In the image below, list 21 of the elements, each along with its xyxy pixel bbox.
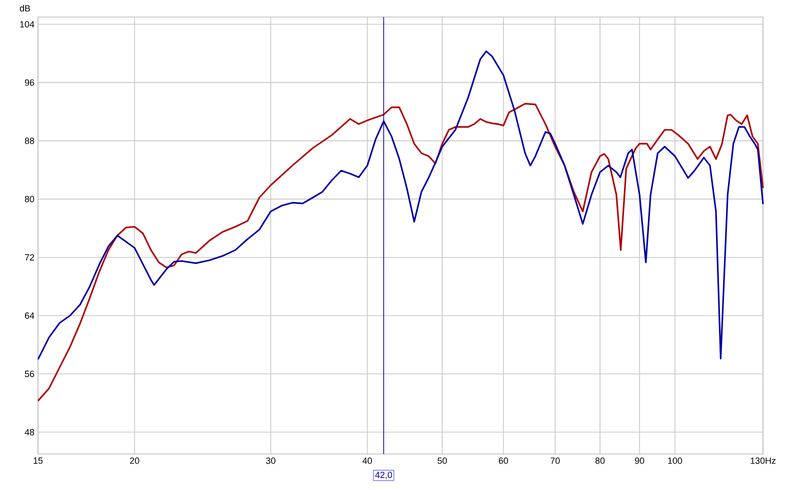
y-tick-label: 48 bbox=[24, 428, 34, 436]
x-tick-label: 30 bbox=[266, 458, 276, 464]
x-tick-label: 60 bbox=[498, 458, 508, 464]
x-tick-label: 15 bbox=[34, 458, 43, 464]
x-tick-label: 90 bbox=[634, 458, 644, 464]
y-tick-label: 72 bbox=[24, 254, 34, 260]
y-tick-label: 88 bbox=[24, 138, 34, 144]
ref-line-label: 42,0 bbox=[375, 472, 392, 480]
x-tick-label: 100 bbox=[668, 458, 682, 464]
y-tick-label: 56 bbox=[24, 370, 34, 378]
y-axis-title: dB bbox=[20, 4, 30, 12]
y-tick-label: 96 bbox=[24, 79, 34, 86]
x-tick-label: 130Hz bbox=[750, 458, 776, 464]
x-tick-label: 20 bbox=[130, 458, 140, 464]
x-tick-label: 70 bbox=[550, 458, 560, 464]
y-tick-label: 104 bbox=[20, 21, 34, 28]
x-tick-label: 80 bbox=[595, 458, 605, 464]
x-tick-label: 50 bbox=[438, 458, 447, 464]
x-tick-label: 40 bbox=[362, 458, 372, 464]
y-tick-label: 80 bbox=[24, 196, 34, 202]
y-tick-label: 64 bbox=[24, 312, 34, 319]
